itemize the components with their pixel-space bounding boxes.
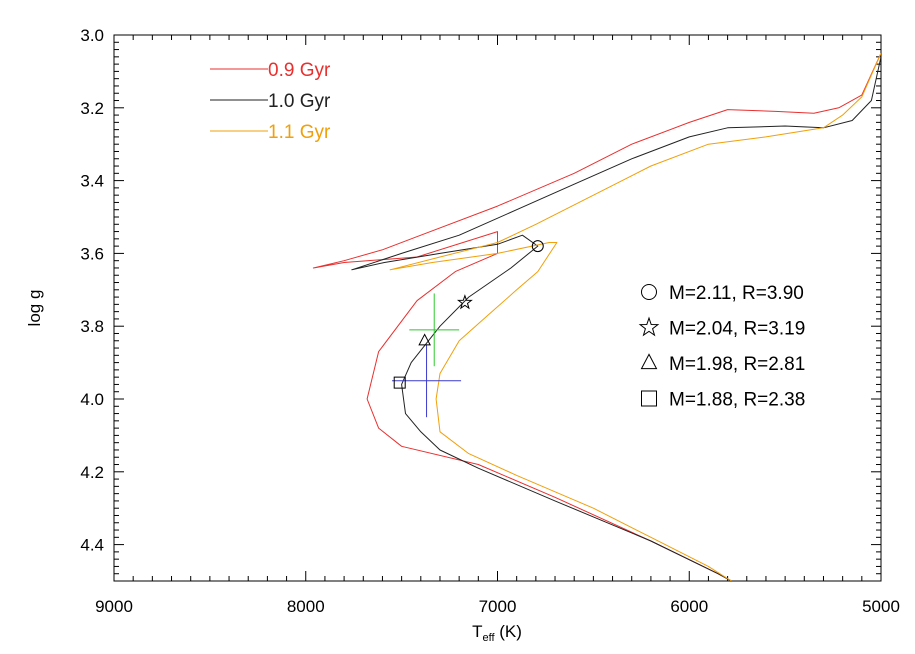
triangle-marker	[418, 333, 431, 346]
legend-label-1: 0.9 Gyr	[268, 60, 331, 81]
y-tick-label: 3.8	[80, 317, 104, 336]
y-axis-title: log g	[25, 290, 44, 327]
x-axis-title: Teff (K)	[472, 622, 522, 644]
legend-circle-icon	[641, 284, 657, 300]
x-tick-label: 9000	[95, 597, 133, 616]
x-axis-title-sub: eff	[482, 632, 495, 644]
star-marker	[456, 294, 473, 310]
legend-star-label: M=2.04, R=3.19	[669, 319, 805, 340]
x-tick-label: 5000	[862, 597, 900, 616]
square-marker	[393, 376, 406, 389]
isochrone-line-2	[351, 56, 881, 581]
y-tick-label: 4.0	[80, 390, 104, 409]
isochrone-line-3	[389, 52, 881, 581]
isochrone-curves	[312, 52, 881, 581]
markers	[393, 240, 544, 389]
y-tick-label: 3.4	[80, 172, 104, 191]
axis-ticks	[113, 34, 882, 582]
x-tick-label: 6000	[670, 597, 708, 616]
x-tick-label: 8000	[287, 597, 325, 616]
y-tick-label: 3.6	[80, 244, 104, 263]
legend-square-label: M=1.88, R=2.38	[669, 390, 805, 411]
isochrone-line-1	[312, 52, 881, 581]
legend-star-icon	[638, 316, 660, 337]
legend-label-3: 1.1 Gyr	[268, 122, 331, 143]
error-bars	[392, 293, 462, 418]
y-tick-label: 4.4	[80, 536, 104, 555]
legend-square-icon	[641, 390, 657, 407]
legend-triangle-icon	[640, 353, 658, 370]
x-axis-title-main: T	[472, 622, 482, 641]
legend-label-2: 1.0 Gyr	[268, 91, 331, 112]
legend-triangle-label: M=1.98, R=2.81	[669, 354, 805, 375]
x-tick-label: 7000	[479, 597, 517, 616]
circle-marker	[531, 240, 544, 253]
legend-circle-label: M=2.11, R=3.90	[669, 283, 804, 304]
x-axis-title-unit: (K)	[495, 622, 522, 641]
plot-frame	[113, 34, 882, 582]
y-tick-label: 3.2	[80, 99, 104, 118]
y-tick-label: 3.0	[80, 26, 104, 45]
y-tick-label: 4.2	[80, 463, 104, 482]
legend: 0.9 Gyr 1.0 Gyr 1.1 Gyr	[210, 60, 331, 143]
marker-legend: M=2.11, R=3.90 M=2.04, R=3.19 M=1.98, R=2.…	[638, 283, 805, 411]
tick-labels: 9000 8000 7000 6000 5000 3.0 3.2 3.4 3.6 3.8 4.0 4.…	[80, 26, 900, 616]
